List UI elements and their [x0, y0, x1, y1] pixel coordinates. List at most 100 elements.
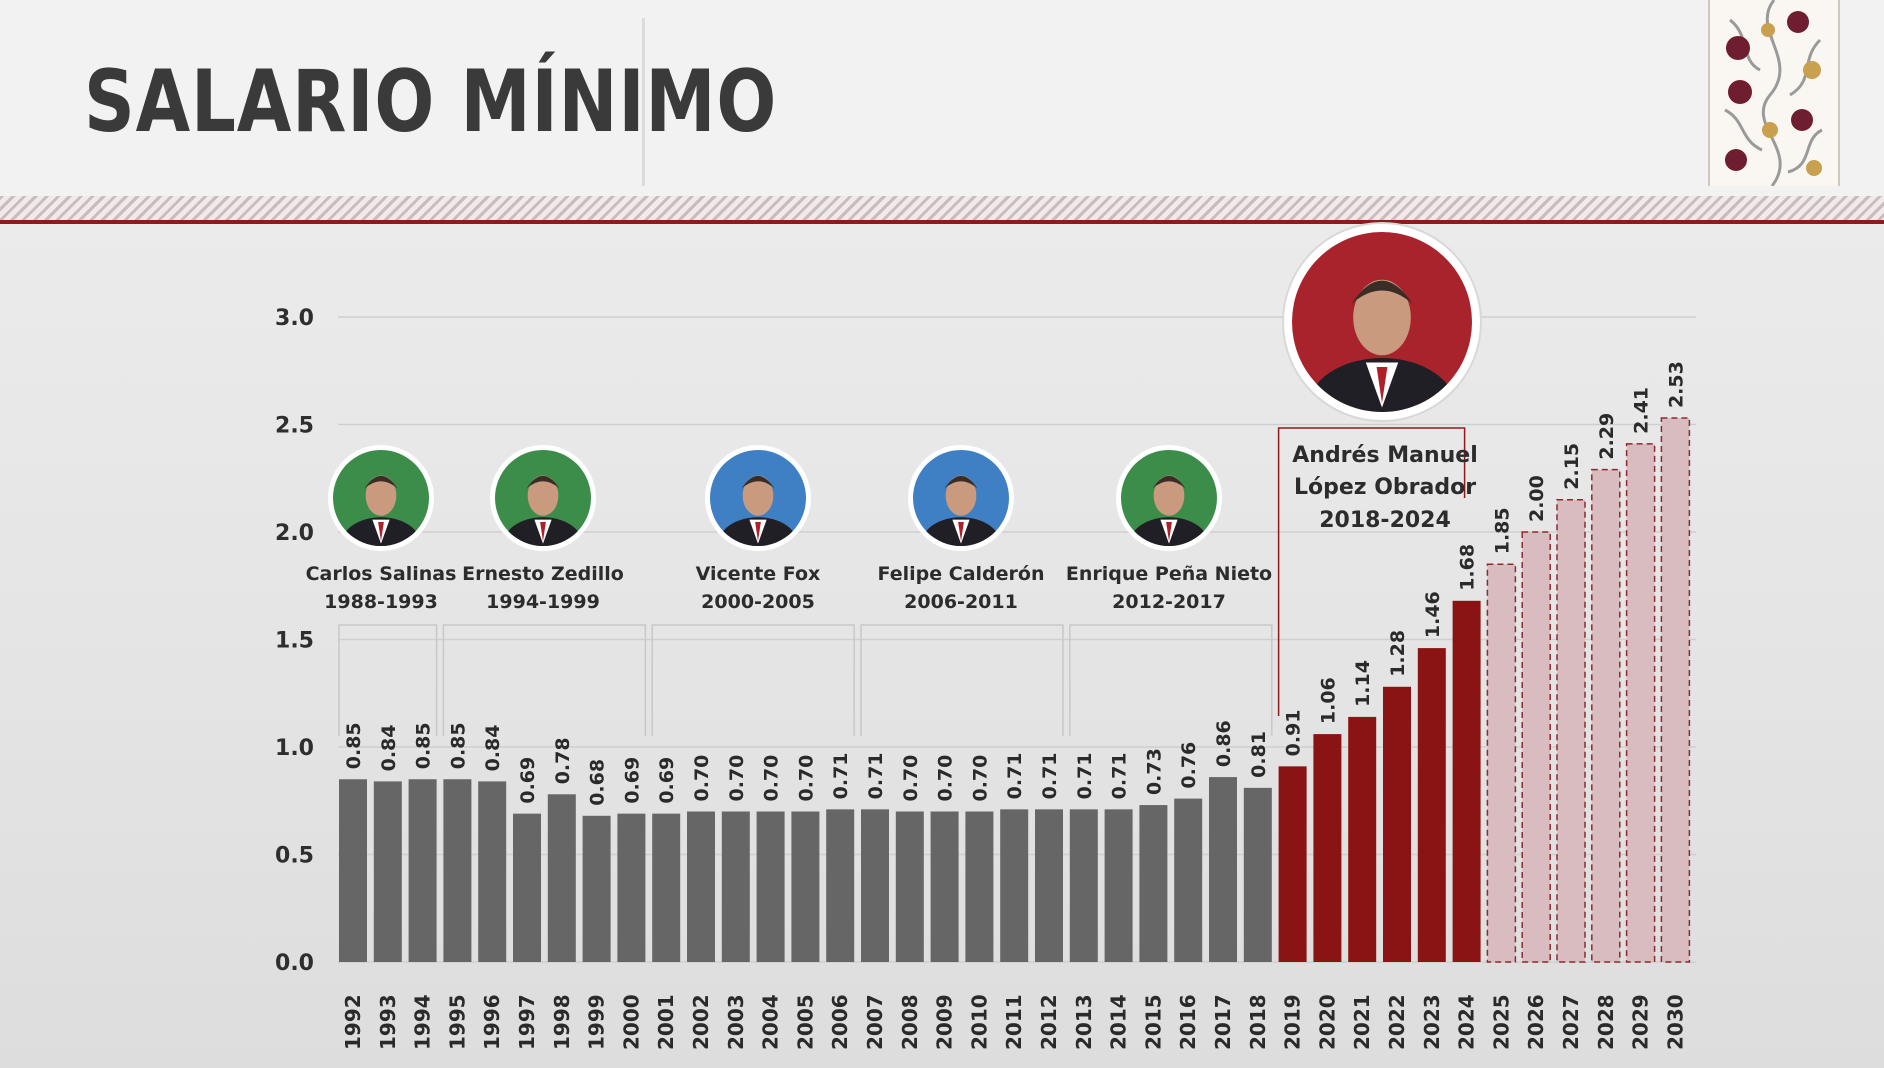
- value-label: 2.41: [1631, 387, 1653, 434]
- x-tick-label: 2008: [898, 994, 922, 1050]
- bar: [478, 781, 507, 962]
- bar: [1625, 443, 1656, 963]
- value-label: 0.84: [378, 725, 400, 772]
- value-label: 1.85: [1491, 507, 1513, 554]
- term-bracket: [442, 624, 647, 736]
- portrait-tie: [378, 522, 384, 542]
- x-tick-label: 2003: [724, 994, 748, 1050]
- x-tick-label: 2017: [1211, 994, 1235, 1050]
- x-tick-label: 1996: [480, 994, 504, 1050]
- value-labels: 0.85 0.84 0.85 0.85 0.84 0.69 0.78 0.68 0.69 0.69…: [343, 361, 1687, 806]
- floral-ornament-icon: [1724, 0, 1823, 186]
- bar: [826, 809, 855, 962]
- portrait-icon: [1129, 475, 1209, 546]
- portrait-tie: [540, 522, 546, 542]
- x-axis: 1992 1993 1994 1995 1996 1997 1998 1999 2000 2001…: [341, 994, 1687, 1050]
- bar: [1556, 499, 1586, 963]
- x-tick-label: 2001: [654, 994, 678, 1050]
- bar: [721, 811, 750, 962]
- value-label: 0.70: [691, 755, 713, 802]
- bar: [373, 781, 402, 962]
- x-tick-label: 2010: [967, 994, 991, 1050]
- y-tick-label: 0.5: [275, 844, 314, 869]
- bar: [1278, 766, 1307, 962]
- bar: [1486, 563, 1517, 963]
- bar: [1452, 600, 1481, 962]
- president-name-line: Andrés Manuel: [1292, 443, 1478, 468]
- value-label: 0.69: [656, 757, 678, 804]
- bar: [965, 811, 994, 962]
- y-axis: 0.0 0.5 1.0 1.5 2.0 2.5 3.0: [275, 306, 314, 976]
- president-term: 2012-2017: [1112, 591, 1226, 613]
- x-tick-label: 1995: [445, 994, 469, 1050]
- x-tick-label: 2005: [793, 994, 817, 1050]
- president-name: Ernesto Zedillo: [462, 563, 624, 585]
- portrait-face: [527, 475, 559, 516]
- page-title: SALARIO MÍNIMO: [84, 52, 778, 152]
- portrait-face: [365, 475, 397, 516]
- x-tick-label: 2015: [1141, 994, 1165, 1050]
- president-card: Felipe Calderón 2006-2011: [878, 445, 1044, 613]
- value-label: 2.53: [1665, 361, 1687, 408]
- x-tick-label: 1999: [585, 994, 609, 1050]
- ornament-icon: [1708, 0, 1840, 186]
- value-label: 0.85: [343, 722, 365, 769]
- x-tick-label: 2022: [1385, 994, 1409, 1050]
- bar: [1209, 777, 1237, 962]
- value-label: 0.68: [587, 759, 609, 806]
- bar: [1174, 798, 1203, 962]
- portrait-tie: [1376, 367, 1388, 403]
- bar: [547, 794, 576, 962]
- value-label: 1.46: [1422, 591, 1444, 638]
- portrait-icon: [921, 475, 1001, 546]
- x-tick-label: 2006: [828, 994, 852, 1050]
- x-tick-label: 2025: [1489, 994, 1513, 1050]
- portrait-hair: [1351, 280, 1413, 304]
- presidents: Carlos Salinas 1988-1993 Ernesto Zedillo 19…: [306, 222, 1482, 613]
- x-tick-label: 2019: [1281, 994, 1305, 1050]
- y-tick-label: 2.5: [275, 414, 314, 439]
- portrait-tie: [755, 522, 761, 542]
- x-tick-label: 2021: [1350, 994, 1374, 1050]
- value-label: 1.28: [1387, 630, 1409, 677]
- bar: [1383, 686, 1411, 962]
- bar: [1035, 809, 1063, 962]
- bar: [1139, 805, 1168, 962]
- bar: [930, 811, 959, 962]
- x-tick-label: 2000: [619, 994, 643, 1050]
- x-tick-label: 1998: [550, 994, 574, 1050]
- bar: [1591, 468, 1621, 963]
- portrait-hair: [944, 475, 978, 489]
- portrait-icon: [341, 475, 421, 546]
- term-brackets: [338, 427, 1466, 736]
- y-tick-label: 3.0: [275, 306, 314, 331]
- value-label: 2.15: [1561, 443, 1583, 490]
- x-tick-label: 2014: [1107, 994, 1131, 1050]
- x-tick-label: 2012: [1037, 994, 1061, 1050]
- x-tick-label: 2011: [1002, 994, 1026, 1050]
- portrait-tie: [1166, 522, 1172, 542]
- portrait-hair: [1152, 475, 1186, 489]
- bar: [895, 811, 924, 962]
- x-tick-label: 2028: [1594, 994, 1618, 1050]
- value-label: 0.85: [413, 722, 435, 769]
- value-label: 0.91: [1283, 709, 1305, 756]
- president-card: Vicente Fox 2000-2005: [696, 445, 820, 613]
- bar: [791, 811, 820, 962]
- x-tick-label: 2026: [1524, 994, 1548, 1050]
- x-tick-label: 2024: [1455, 994, 1479, 1050]
- value-label: 0.70: [761, 755, 783, 802]
- title-divider: [642, 18, 645, 186]
- value-label: 0.70: [900, 755, 922, 802]
- bar: [652, 813, 681, 962]
- value-label: 0.85: [447, 722, 469, 769]
- term-bracket: [860, 624, 1064, 736]
- bar: [582, 815, 611, 962]
- bar: [1313, 734, 1342, 962]
- bar: [513, 813, 541, 962]
- x-tick-label: 1994: [411, 994, 435, 1050]
- value-label: 2.29: [1596, 413, 1618, 460]
- bar: [1243, 787, 1272, 962]
- bar: [1104, 809, 1133, 962]
